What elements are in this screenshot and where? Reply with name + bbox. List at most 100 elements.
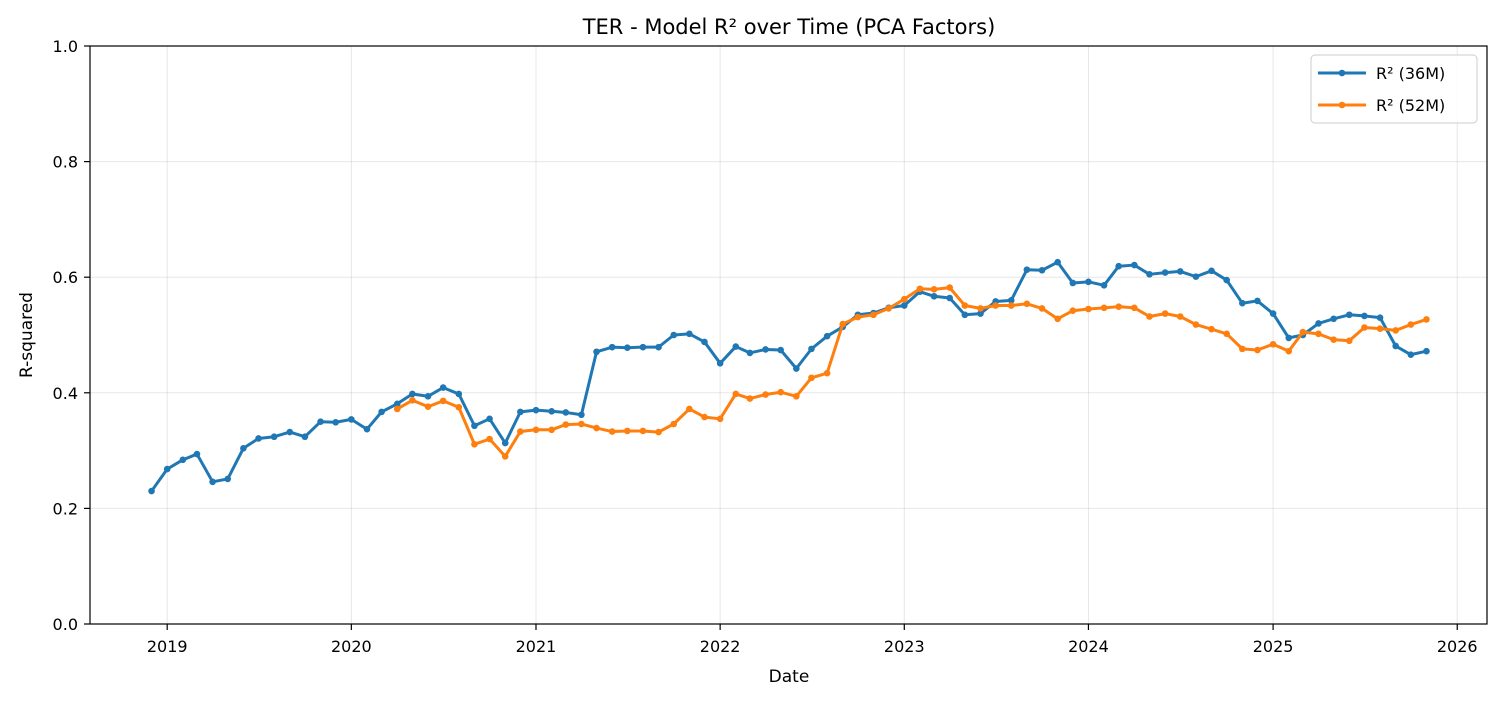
data-point	[1345, 311, 1353, 319]
data-point	[471, 422, 478, 430]
data-point	[808, 374, 815, 382]
data-point	[732, 390, 740, 398]
data-point	[655, 343, 662, 351]
data-point	[624, 344, 631, 352]
data-point	[486, 435, 493, 443]
data-point	[639, 343, 647, 351]
data-point	[1054, 315, 1061, 323]
data-point	[608, 343, 616, 351]
data-point	[1376, 314, 1384, 321]
data-point	[578, 420, 585, 428]
data-point	[1161, 310, 1169, 317]
data-point	[992, 302, 999, 309]
data-point	[808, 345, 815, 353]
data-point	[746, 349, 754, 357]
series-0	[148, 258, 1430, 495]
data-point	[378, 408, 385, 416]
data-point	[1085, 305, 1092, 313]
data-point	[501, 453, 509, 460]
data-point	[1423, 316, 1430, 323]
data-point	[348, 416, 355, 423]
data-point	[777, 346, 784, 354]
data-point	[439, 397, 447, 405]
data-point	[1023, 300, 1031, 308]
x-tick-label: 2021	[516, 637, 557, 656]
data-point	[1192, 273, 1200, 280]
data-point	[900, 295, 908, 303]
data-point	[1423, 347, 1430, 355]
data-point	[562, 409, 570, 416]
data-point	[1069, 307, 1077, 315]
data-point	[624, 427, 631, 435]
data-point	[301, 433, 309, 441]
data-point	[409, 390, 416, 398]
data-point	[1023, 266, 1031, 273]
data-point	[1269, 340, 1277, 348]
data-point	[793, 392, 800, 400]
data-point	[701, 413, 708, 421]
y-tick-label: 0.8	[53, 153, 78, 172]
data-point	[639, 427, 647, 435]
x-tick-label: 2024	[1068, 637, 1109, 656]
data-point	[670, 331, 678, 339]
x-axis-label: Date	[769, 667, 810, 687]
data-point	[946, 294, 953, 302]
data-point	[286, 428, 294, 436]
data-point	[1345, 337, 1353, 345]
legend-entry-36m: R² (36M)	[1318, 64, 1445, 83]
series-1	[393, 284, 1430, 460]
data-point	[517, 428, 524, 435]
data-point	[930, 286, 938, 293]
data-point	[424, 403, 432, 410]
data-point	[1131, 304, 1138, 312]
data-point	[1069, 279, 1077, 287]
data-point	[1115, 303, 1122, 310]
data-point	[1330, 336, 1337, 343]
data-point	[1146, 271, 1153, 278]
x-tick-label: 2019	[147, 637, 188, 656]
data-point	[1392, 342, 1399, 350]
y-tick-label: 0.6	[53, 268, 78, 287]
data-point	[1100, 304, 1108, 312]
data-point	[1192, 321, 1200, 328]
data-point	[517, 408, 524, 416]
data-point	[578, 411, 585, 419]
data-point	[409, 397, 416, 404]
data-point	[209, 478, 216, 486]
data-point	[977, 310, 984, 317]
data-point	[532, 426, 540, 434]
data-point	[148, 487, 155, 495]
data-point	[839, 320, 847, 328]
data-point	[870, 311, 877, 319]
y-axis: 0.0 0.2 0.4 0.6 0.8 1.0	[53, 37, 90, 634]
data-point	[501, 439, 509, 447]
data-point	[946, 284, 953, 291]
data-point	[961, 311, 969, 319]
data-point	[240, 444, 247, 452]
data-point	[746, 395, 754, 402]
data-point	[179, 456, 187, 464]
data-point	[916, 285, 924, 293]
data-point	[777, 388, 784, 396]
data-point	[1376, 325, 1384, 332]
data-point	[1299, 328, 1307, 336]
data-point	[1254, 297, 1261, 305]
data-point	[193, 450, 201, 458]
data-point	[548, 426, 555, 434]
data-point	[854, 313, 862, 321]
data-point	[1007, 302, 1015, 309]
x-tick-label: 2022	[700, 637, 741, 656]
data-point	[224, 475, 232, 483]
data-point	[608, 428, 616, 435]
data-point	[716, 360, 724, 367]
data-point	[1100, 281, 1108, 289]
y-tick-label: 0.0	[53, 615, 78, 634]
data-point	[1361, 312, 1368, 320]
legend-marker-36m	[1338, 69, 1346, 77]
data-point	[424, 392, 432, 400]
data-point	[1315, 320, 1322, 327]
data-point	[317, 418, 324, 426]
data-point	[1208, 267, 1215, 275]
data-point	[486, 415, 493, 423]
legend-label-36m: R² (36M)	[1376, 64, 1445, 83]
